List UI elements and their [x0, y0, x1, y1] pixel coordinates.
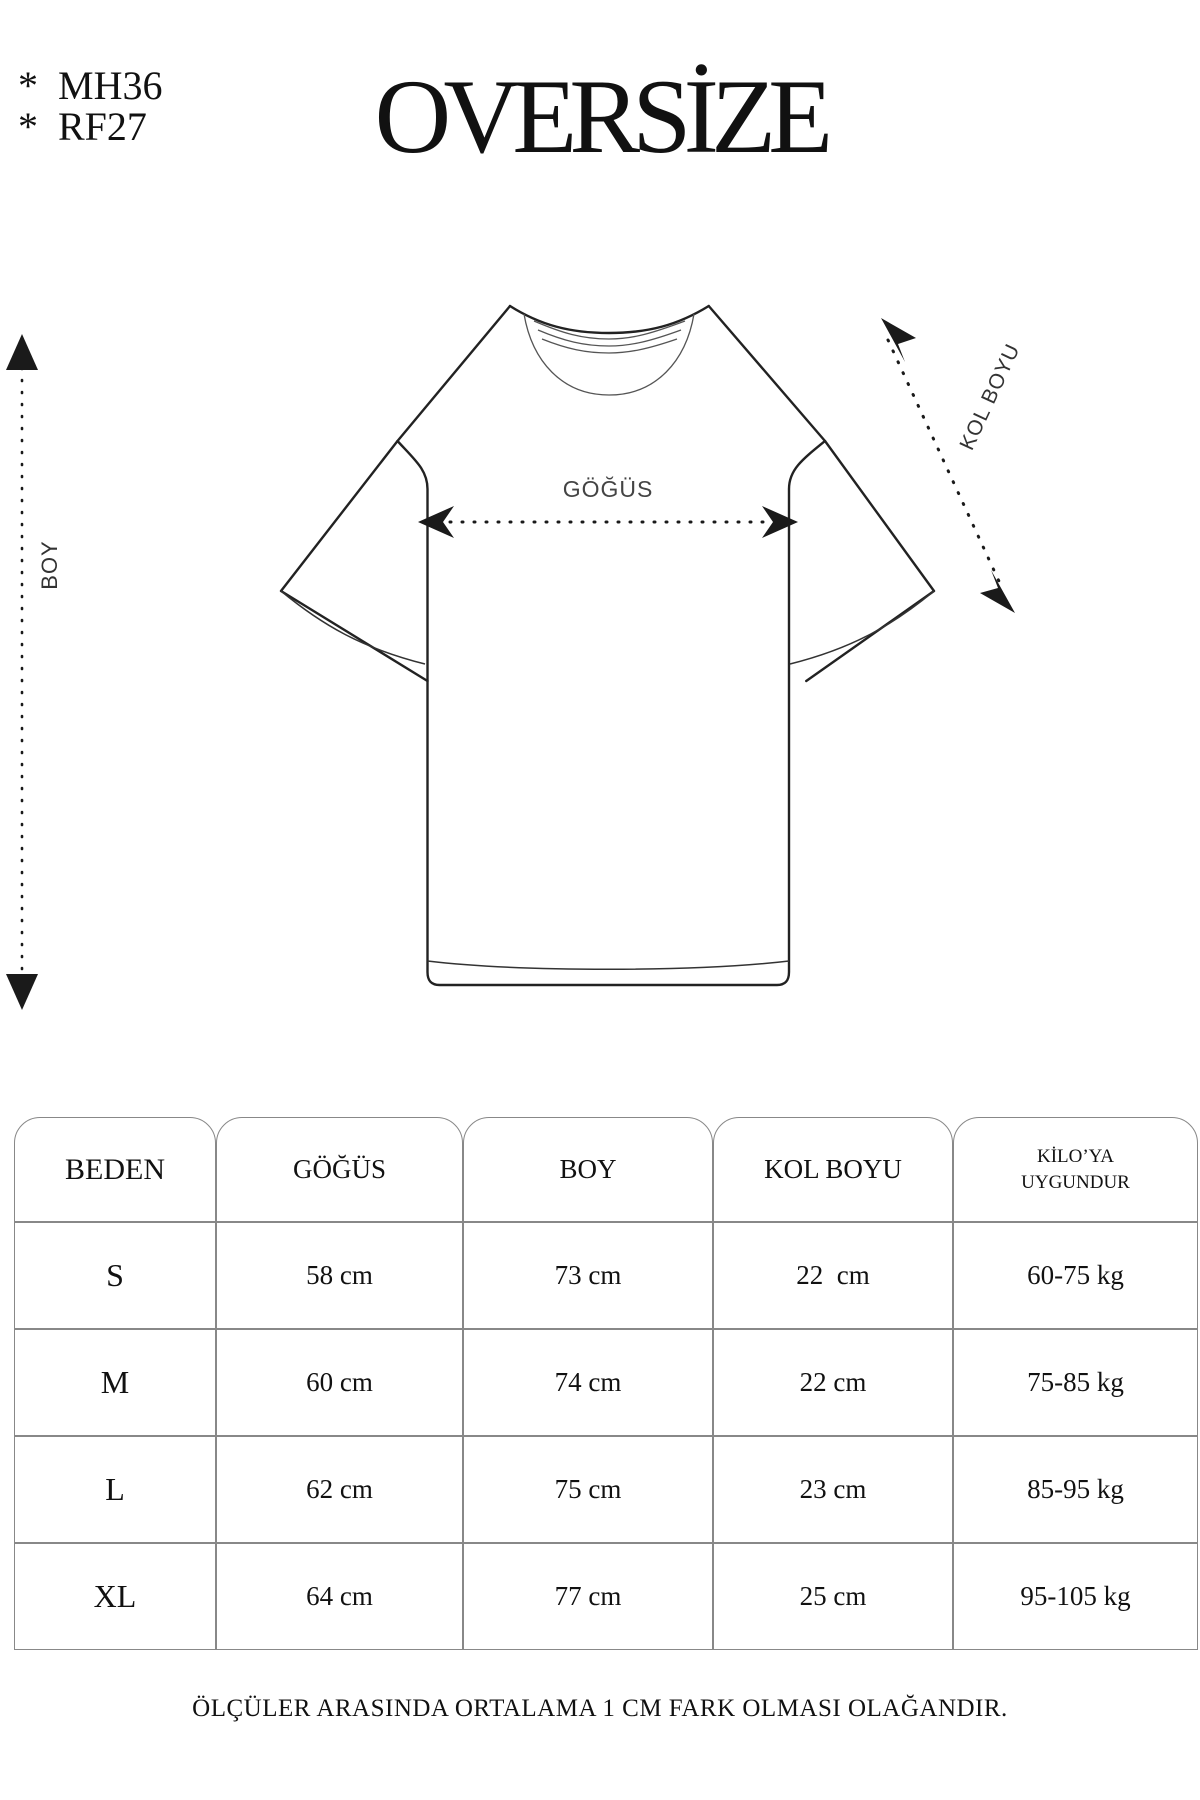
svg-text:GÖĞÜS: GÖĞÜS	[563, 476, 654, 502]
